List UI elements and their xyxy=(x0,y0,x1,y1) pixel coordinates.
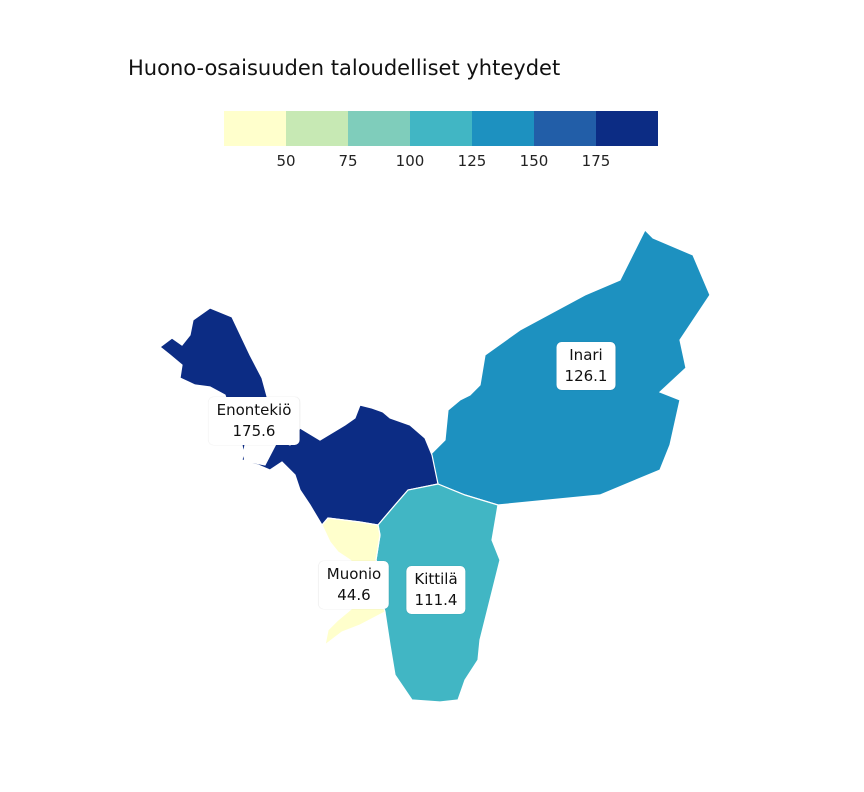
legend-tick-50: 50 xyxy=(276,152,296,170)
legend-ticks: 50 75 100 125 150 175 xyxy=(224,146,658,170)
region-label-value: 126.1 xyxy=(564,367,608,385)
region-label-name: Muonio xyxy=(326,565,382,583)
color-legend: 50 75 100 125 150 175 xyxy=(224,111,658,170)
region-label-name: Inari xyxy=(569,346,603,364)
legend-tick-150: 150 xyxy=(519,152,549,170)
legend-swatch-7 xyxy=(596,111,658,146)
legend-tick-125: 125 xyxy=(457,152,487,170)
legend-swatch-2 xyxy=(286,111,348,146)
legend-tick-175: 175 xyxy=(581,152,611,170)
legend-color-bar xyxy=(224,111,658,146)
region-label-muonio: Muonio 44.6 xyxy=(318,561,390,609)
region-label-name: Kittilä xyxy=(414,570,458,588)
region-label-kittila: Kittilä 111.4 xyxy=(406,566,466,614)
map-title: Huono-osaisuuden taloudelliset yhteydet xyxy=(128,56,561,80)
region-label-value: 44.6 xyxy=(337,586,371,604)
legend-tick-100: 100 xyxy=(395,152,425,170)
region-label-name: Enontekiö xyxy=(216,401,292,419)
legend-swatch-3 xyxy=(348,111,410,146)
region-label-enontekio: Enontekiö 175.6 xyxy=(208,397,300,445)
legend-swatch-1 xyxy=(224,111,286,146)
region-label-value: 111.4 xyxy=(414,591,458,609)
legend-swatch-6 xyxy=(534,111,596,146)
legend-swatch-4 xyxy=(410,111,472,146)
legend-swatch-5 xyxy=(472,111,534,146)
region-label-inari: Inari 126.1 xyxy=(556,342,616,390)
region-label-value: 175.6 xyxy=(232,422,276,440)
legend-tick-75: 75 xyxy=(338,152,358,170)
